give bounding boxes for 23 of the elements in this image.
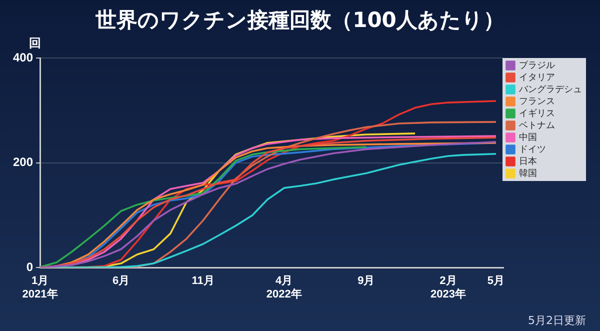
legend-label: イタリア bbox=[519, 72, 555, 83]
x-tick-label: 6月 bbox=[112, 275, 130, 288]
x-tick-label: 11月 bbox=[192, 275, 214, 288]
legend-label: ベトナム bbox=[519, 120, 555, 131]
legend-label: フランス bbox=[519, 96, 555, 107]
legend-label: 中国 bbox=[519, 132, 537, 143]
chart-title: 世界のワクチン接種回数（100人あたり） bbox=[94, 7, 506, 34]
legend-label: ドイツ bbox=[519, 144, 546, 155]
legend-label: 韓国 bbox=[519, 168, 537, 179]
legend-label: ブラジル bbox=[519, 60, 555, 71]
x-tick-label: 1月 2021年 bbox=[22, 275, 58, 300]
y-axis-title: 回 bbox=[28, 35, 42, 52]
y-tick-label: 400 bbox=[12, 50, 34, 64]
y-tick-label: 0 bbox=[26, 260, 34, 274]
y-tick-label: 200 bbox=[12, 155, 34, 170]
legend-label: バングラデシュ bbox=[518, 84, 582, 95]
x-tick-label: 5月 bbox=[487, 275, 505, 288]
legend-label: 日本 bbox=[519, 156, 537, 167]
x-tick-label: 4月 2022年 bbox=[266, 275, 302, 300]
legend-label: イギリス bbox=[519, 108, 555, 119]
x-tick-label: 9月 bbox=[358, 275, 375, 288]
x-tick-label: 2月 2023年 bbox=[430, 275, 466, 300]
text: 5月2日更新 bbox=[528, 313, 586, 328]
